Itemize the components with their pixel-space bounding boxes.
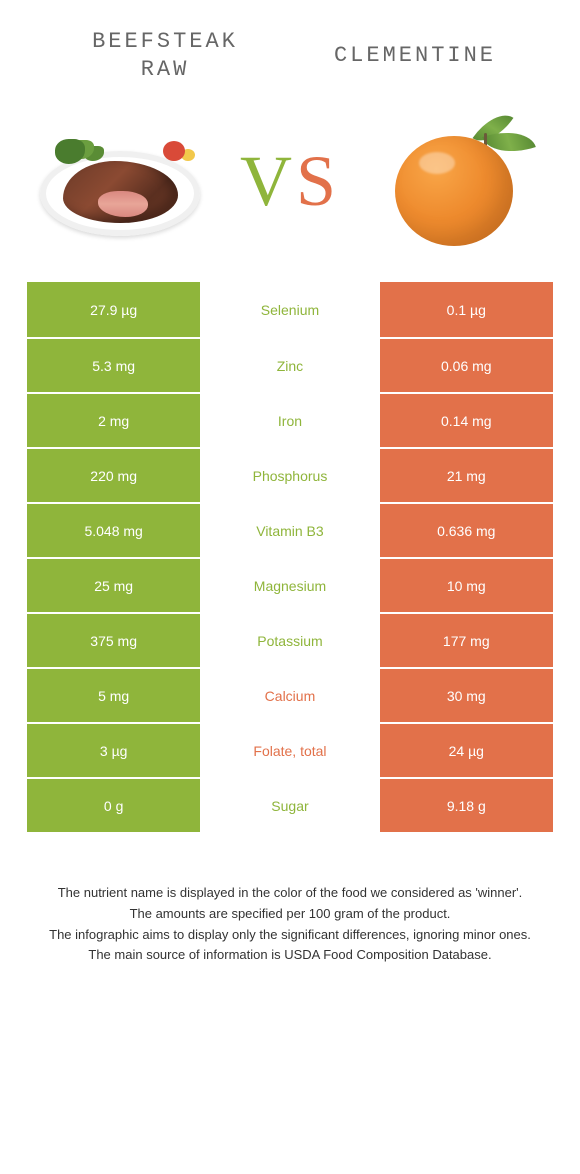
left-value-cell: 27.9 µg bbox=[27, 282, 202, 337]
left-value-cell: 5.3 mg bbox=[27, 339, 202, 392]
footer-notes: The nutrient name is displayed in the co… bbox=[0, 833, 580, 966]
right-value-cell: 9.18 g bbox=[378, 779, 553, 832]
left-food-title: Beefsteakraw bbox=[40, 28, 290, 83]
left-food-image bbox=[30, 111, 210, 251]
footer-line: The nutrient name is displayed in the co… bbox=[30, 883, 550, 904]
nutrient-name-cell: Phosphorus bbox=[202, 449, 377, 502]
nutrient-name-cell: Magnesium bbox=[202, 559, 377, 612]
nutrient-name-cell: Vitamin B3 bbox=[202, 504, 377, 557]
left-value-cell: 25 mg bbox=[27, 559, 202, 612]
nutrient-name-cell: Potassium bbox=[202, 614, 377, 667]
right-value-cell: 21 mg bbox=[378, 449, 553, 502]
table-row: 5.048 mgVitamin B30.636 mg bbox=[27, 502, 553, 557]
nutrient-name-cell: Iron bbox=[202, 394, 377, 447]
clementine-illustration bbox=[385, 111, 535, 251]
nutrient-name-cell: Zinc bbox=[202, 339, 377, 392]
nutrient-name-cell: Folate, total bbox=[202, 724, 377, 777]
table-row: 220 mgPhosphorus21 mg bbox=[27, 447, 553, 502]
table-row: 0 gSugar9.18 g bbox=[27, 777, 553, 832]
footer-line: The infographic aims to display only the… bbox=[30, 925, 550, 946]
right-food-image bbox=[370, 111, 550, 251]
right-value-cell: 0.636 mg bbox=[378, 504, 553, 557]
images-row: VS bbox=[0, 93, 580, 281]
footer-line: The amounts are specified per 100 gram o… bbox=[30, 904, 550, 925]
steak-illustration bbox=[35, 121, 205, 241]
left-value-cell: 5 mg bbox=[27, 669, 202, 722]
table-row: 25 mgMagnesium10 mg bbox=[27, 557, 553, 612]
left-value-cell: 2 mg bbox=[27, 394, 202, 447]
header: Beefsteakraw Clementine bbox=[0, 0, 580, 93]
right-value-cell: 24 µg bbox=[378, 724, 553, 777]
nutrient-name-cell: Selenium bbox=[202, 282, 377, 337]
table-row: 5 mgCalcium30 mg bbox=[27, 667, 553, 722]
right-value-cell: 0.1 µg bbox=[378, 282, 553, 337]
left-value-cell: 3 µg bbox=[27, 724, 202, 777]
vs-v: V bbox=[240, 141, 296, 221]
table-row: 27.9 µgSelenium0.1 µg bbox=[27, 282, 553, 337]
left-value-cell: 375 mg bbox=[27, 614, 202, 667]
right-value-cell: 10 mg bbox=[378, 559, 553, 612]
vs-label: VS bbox=[240, 140, 340, 223]
vs-s: S bbox=[296, 141, 340, 221]
left-value-cell: 5.048 mg bbox=[27, 504, 202, 557]
right-food-title: Clementine bbox=[290, 42, 540, 70]
table-row: 375 mgPotassium177 mg bbox=[27, 612, 553, 667]
left-value-cell: 0 g bbox=[27, 779, 202, 832]
nutrient-table: 27.9 µgSelenium0.1 µg5.3 mgZinc0.06 mg2 … bbox=[26, 281, 554, 833]
right-value-cell: 30 mg bbox=[378, 669, 553, 722]
footer-line: The main source of information is USDA F… bbox=[30, 945, 550, 966]
table-row: 2 mgIron0.14 mg bbox=[27, 392, 553, 447]
right-value-cell: 177 mg bbox=[378, 614, 553, 667]
right-value-cell: 0.14 mg bbox=[378, 394, 553, 447]
table-row: 3 µgFolate, total24 µg bbox=[27, 722, 553, 777]
nutrient-name-cell: Sugar bbox=[202, 779, 377, 832]
table-row: 5.3 mgZinc0.06 mg bbox=[27, 337, 553, 392]
right-value-cell: 0.06 mg bbox=[378, 339, 553, 392]
nutrient-name-cell: Calcium bbox=[202, 669, 377, 722]
left-value-cell: 220 mg bbox=[27, 449, 202, 502]
